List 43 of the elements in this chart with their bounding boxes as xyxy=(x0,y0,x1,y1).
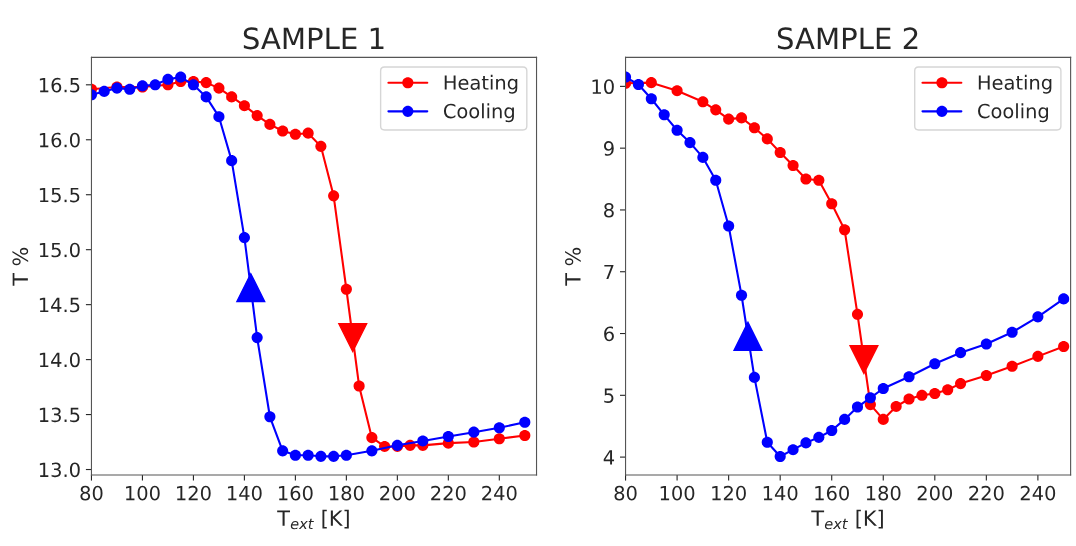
x-tick-label: 80 xyxy=(614,485,637,501)
y-tick-label: 4 xyxy=(603,450,615,465)
y-tick-label: 16.5 xyxy=(39,77,80,93)
x-tick-label: 180 xyxy=(329,485,364,501)
y-tick-label: 8 xyxy=(604,202,614,218)
legend-label: Cooling xyxy=(443,103,514,123)
y-axis-title: T % xyxy=(565,247,581,286)
x-tick-label: 140 xyxy=(227,485,262,501)
y-tick-label: 16.0 xyxy=(39,132,80,148)
x-tick-label: 220 xyxy=(431,485,466,501)
x-tick-label: 140 xyxy=(763,485,798,501)
x-tick-label: 240 xyxy=(482,485,517,501)
x-tick-label: 80 xyxy=(80,485,103,501)
x-tick-label: 180 xyxy=(866,485,901,501)
x-tick-label: 120 xyxy=(177,485,211,501)
x-tick-label: 200 xyxy=(380,485,415,501)
y-tick-label: 14.5 xyxy=(39,297,80,313)
x-tick-label: 160 xyxy=(815,485,849,501)
y-axis-title: T % xyxy=(12,247,29,286)
y-tick-label: 10 xyxy=(592,79,614,95)
y-tick-label: 5 xyxy=(604,388,614,403)
x-tick-label: 120 xyxy=(712,485,746,501)
x-axis-title: T$_{ext}$ [K] xyxy=(811,509,883,530)
y-tick-label: 6 xyxy=(604,326,614,342)
legend-label: Cooling xyxy=(978,103,1048,123)
x-tick-label: 220 xyxy=(969,485,1004,501)
legend-label: Heating xyxy=(444,74,518,94)
x-axis-title: T$_{ext}$ [K] xyxy=(277,509,349,530)
y-tick-label: 15.5 xyxy=(39,187,80,203)
x-tick-label: 200 xyxy=(917,485,953,501)
x-tick-label: 100 xyxy=(660,485,695,501)
y-tick-label: 15.0 xyxy=(39,242,80,258)
y-tick-label: 7 xyxy=(604,264,614,280)
chart-title: SAMPLE 1 xyxy=(243,27,384,50)
x-tick-label: 100 xyxy=(126,485,160,501)
y-tick-label: 13.0 xyxy=(39,462,80,478)
legend-label: Heating xyxy=(978,74,1052,94)
x-tick-label: 240 xyxy=(1020,485,1056,501)
y-tick-label: 13.5 xyxy=(39,407,80,423)
y-tick-label: 14.0 xyxy=(39,352,80,368)
chart-title: SAMPLE 2 xyxy=(777,27,918,50)
x-tick-label: 160 xyxy=(278,485,313,501)
y-tick-label: 9 xyxy=(603,141,614,156)
